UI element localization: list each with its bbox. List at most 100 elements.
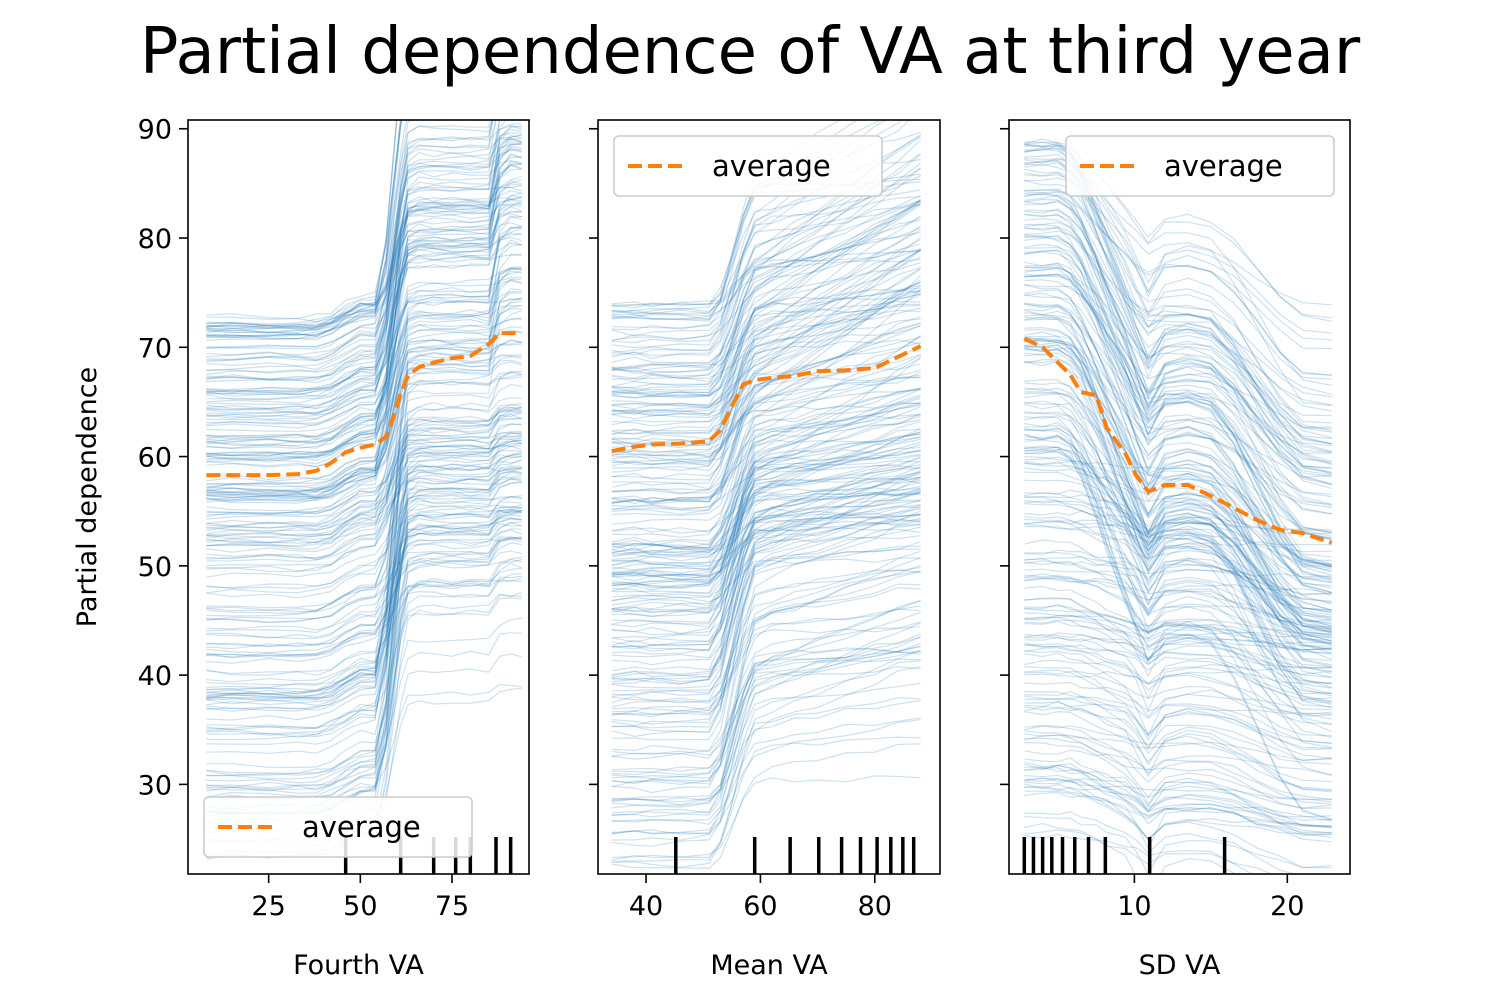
ice-line <box>611 485 921 704</box>
ice-line <box>1024 221 1332 445</box>
average-line <box>1023 336 1333 545</box>
ice-line <box>206 309 522 501</box>
ice-line <box>611 357 921 494</box>
ice-line <box>1024 777 1332 840</box>
ice-line <box>611 231 921 391</box>
ice-line <box>1024 521 1332 606</box>
ice-line <box>1024 479 1332 622</box>
ice-line <box>1024 764 1332 843</box>
ice-line <box>206 279 522 494</box>
ice-line <box>206 517 522 615</box>
ice-line <box>1024 492 1332 583</box>
ice-line <box>206 383 522 695</box>
ice-line <box>611 450 921 554</box>
ice-line <box>1024 574 1332 629</box>
ice-line <box>206 120 497 410</box>
x-tick-label: 25 <box>251 891 285 922</box>
ice-line <box>1024 585 1332 651</box>
ice-line <box>1024 691 1332 749</box>
ice-line <box>206 120 507 459</box>
ice-line <box>206 266 522 463</box>
ice-line <box>206 318 522 449</box>
ice-line <box>1024 642 1332 708</box>
ice-line <box>1024 303 1332 634</box>
ice-line <box>206 632 522 794</box>
ice-line <box>206 442 522 609</box>
ice-line <box>611 650 921 780</box>
ice-line <box>1024 456 1332 568</box>
ice-line <box>1024 790 1332 851</box>
ice-line <box>611 200 921 315</box>
ice-line <box>611 189 921 354</box>
ice-line <box>1024 424 1332 636</box>
ice-line <box>611 354 921 480</box>
ice-line <box>611 249 921 308</box>
ice-line <box>1024 434 1332 697</box>
ice-line <box>611 491 921 582</box>
axes-layer: 25 50 75 30 40 50 60 70 80 90 Fourth VA Partial dep… <box>72 115 1351 981</box>
ice-line <box>206 509 522 754</box>
ice-line <box>1024 670 1332 717</box>
ice-line <box>611 503 921 578</box>
ice-line <box>611 200 921 414</box>
ice-line <box>206 206 522 512</box>
ice-line <box>611 545 921 741</box>
ice-line <box>1024 429 1332 739</box>
ice-line <box>1024 337 1332 627</box>
ice-line <box>611 289 921 412</box>
ice-line <box>611 513 921 689</box>
ice-line <box>611 248 921 416</box>
x-axis-label: Fourth VA <box>293 950 424 981</box>
ice-line <box>1024 619 1332 651</box>
ice-line <box>611 316 921 457</box>
ice-line <box>1024 191 1332 558</box>
ice-line <box>611 388 921 502</box>
ice-line <box>611 249 921 410</box>
ice-line <box>206 268 522 401</box>
ice-line <box>1024 352 1332 630</box>
ice-line <box>611 435 921 635</box>
ice-line <box>1024 261 1332 515</box>
ice-line <box>206 456 522 634</box>
ice-line <box>611 268 921 417</box>
ice-line <box>1024 343 1332 709</box>
ice-line <box>206 137 522 457</box>
ice-line <box>206 406 522 695</box>
ice-line <box>1024 518 1332 566</box>
ice-line <box>206 183 522 450</box>
ice-line <box>206 134 522 329</box>
ice-line <box>206 253 522 502</box>
ice-curves <box>206 120 1332 874</box>
ice-line <box>611 281 921 419</box>
ice-line <box>206 120 398 326</box>
ice-line <box>206 232 522 393</box>
ice-line <box>611 441 921 589</box>
ice-line <box>206 444 522 535</box>
ice-line <box>1024 766 1332 821</box>
ice-line <box>206 338 522 461</box>
ice-line <box>1024 701 1332 793</box>
ice-line <box>611 490 921 610</box>
ice-line <box>611 309 921 370</box>
ice-line <box>1024 448 1332 820</box>
ice-line <box>611 371 921 517</box>
ice-line <box>611 281 921 441</box>
ice-line <box>1024 701 1332 759</box>
ice-line <box>206 470 522 699</box>
ice-line <box>206 417 522 539</box>
ice-line <box>206 458 522 550</box>
ice-line <box>1024 309 1332 454</box>
ice-line <box>611 290 921 383</box>
ice-line <box>206 495 522 798</box>
ice-line <box>206 278 522 498</box>
axes-frame <box>187 119 530 875</box>
ice-line <box>611 473 921 585</box>
ice-line <box>206 154 522 411</box>
ice-line <box>1024 822 1238 874</box>
ice-line <box>206 160 522 468</box>
ice-line <box>611 369 921 457</box>
ice-line <box>206 523 522 658</box>
ice-line <box>611 336 921 465</box>
